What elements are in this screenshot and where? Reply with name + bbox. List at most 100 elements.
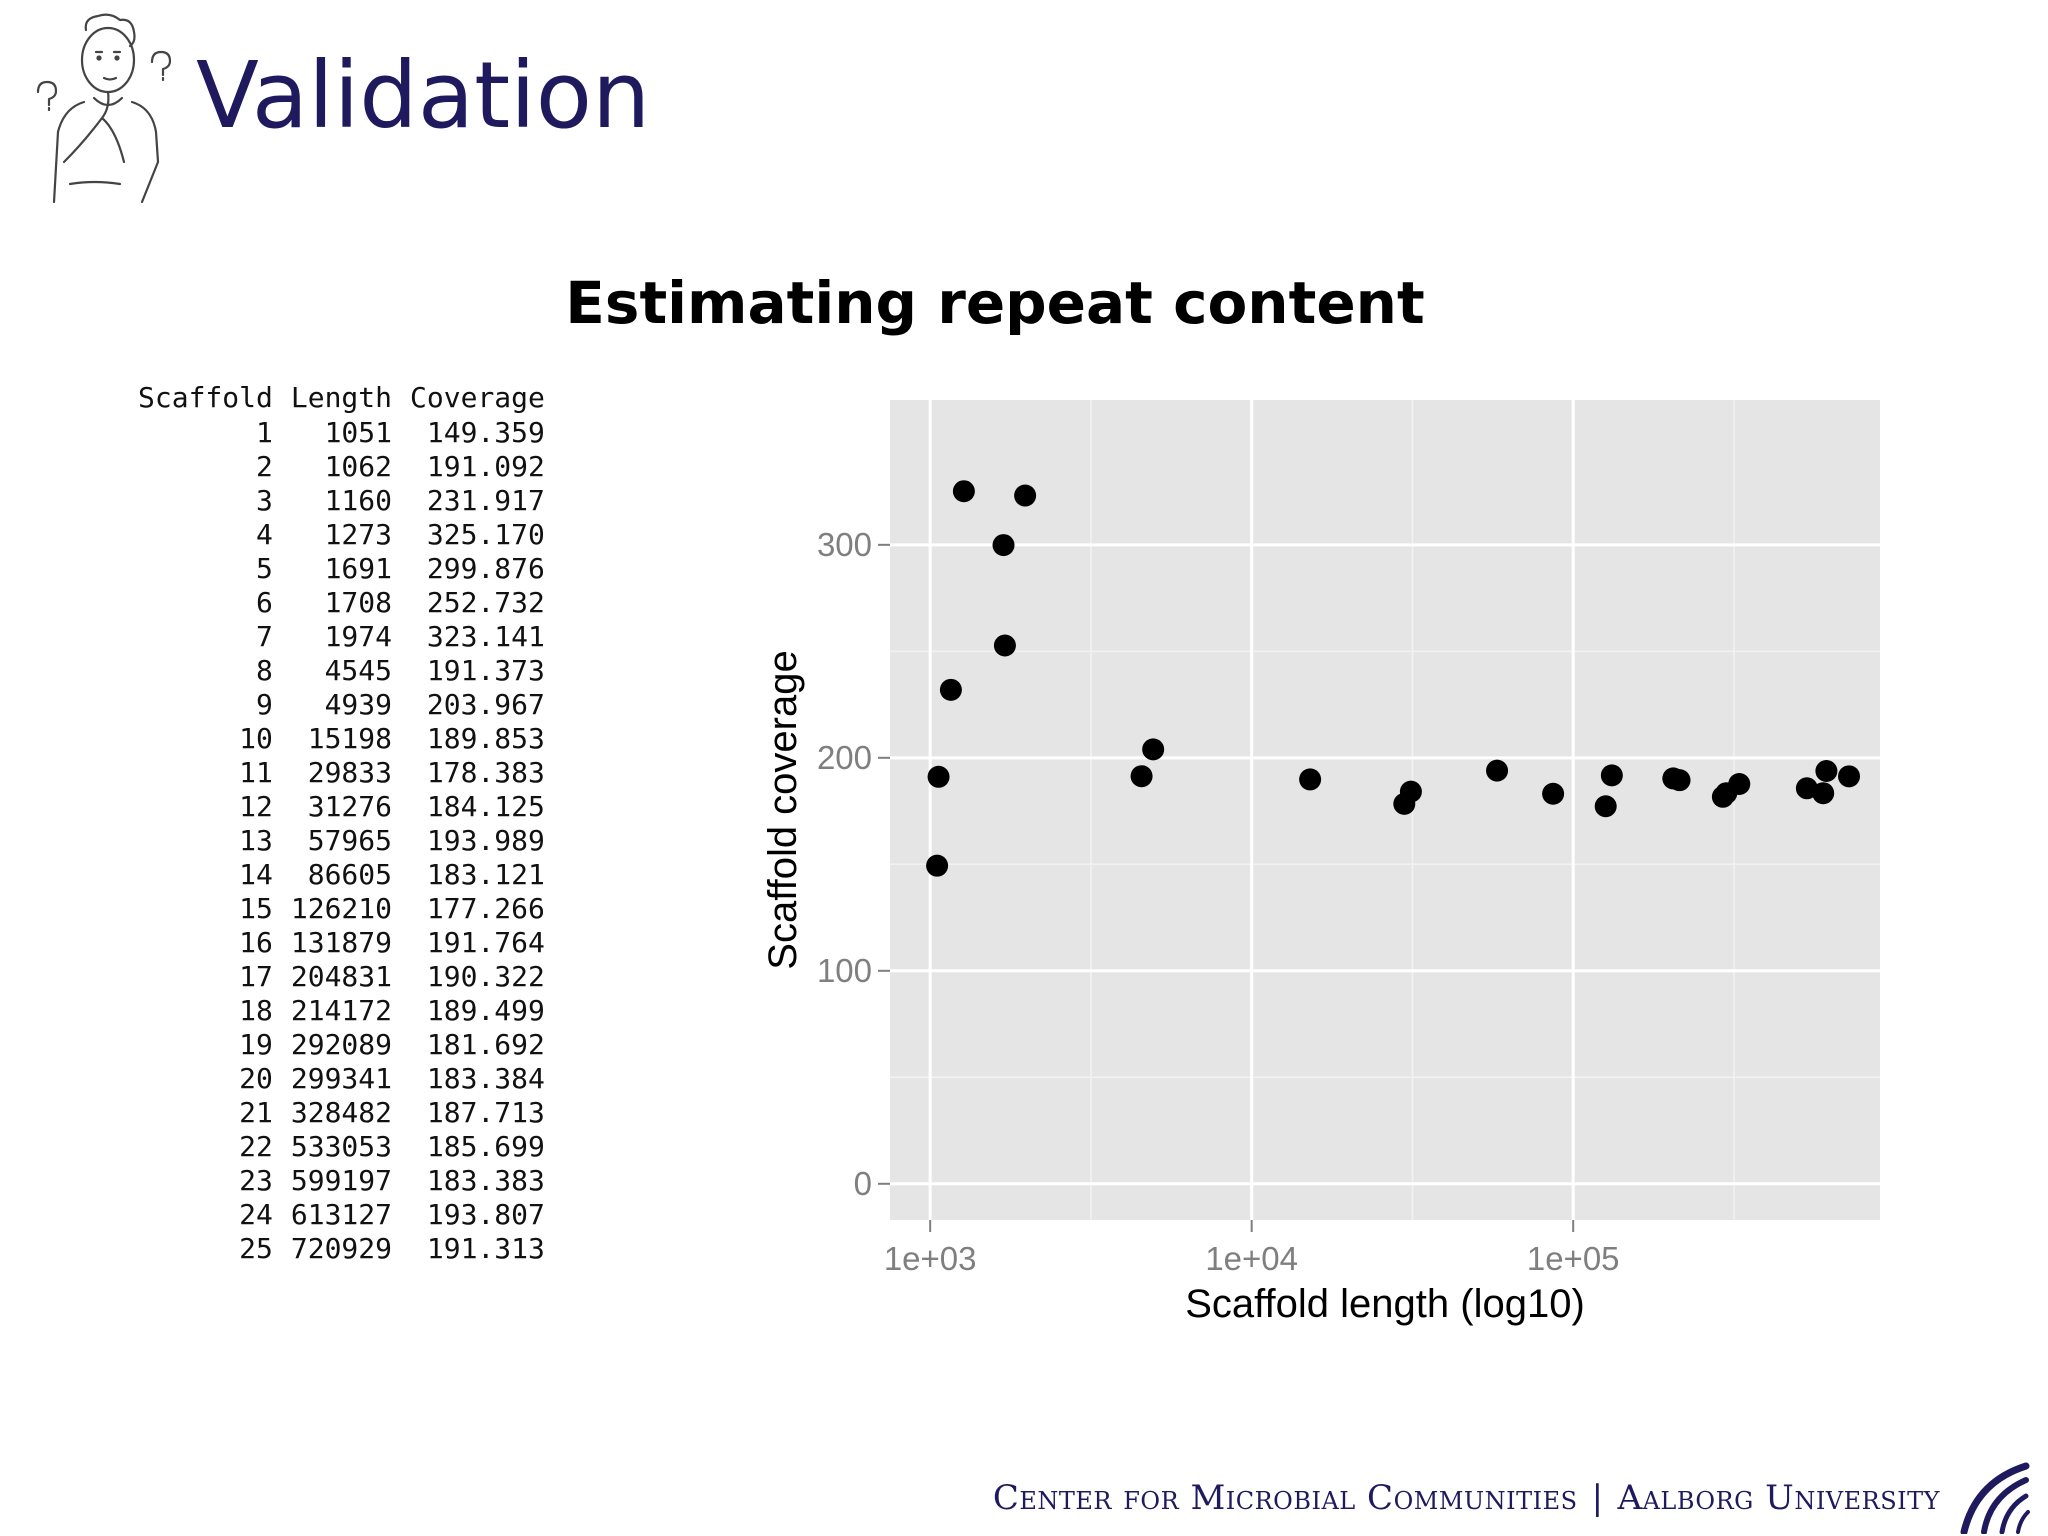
- table-cell-scaffold: 24: [239, 1198, 273, 1231]
- table-cell-coverage: 189.499: [426, 994, 545, 1027]
- table-cell-coverage: 191.092: [426, 450, 545, 483]
- data-point: [939, 678, 962, 701]
- table-cell-coverage: 190.322: [426, 960, 545, 993]
- table-cell-length: 4545: [324, 654, 393, 687]
- data-point: [1600, 764, 1623, 787]
- footer-university-name: Aalborg University: [1617, 1478, 1940, 1518]
- table-cell-length: 1051: [324, 416, 393, 449]
- table-cell-scaffold: 1: [256, 416, 273, 449]
- table-cell-scaffold: 11: [239, 756, 273, 789]
- table-cell-scaffold: 8: [256, 654, 273, 687]
- table-row: 16 131879 191.764: [120, 926, 545, 960]
- table-cell-length: 204831: [290, 960, 393, 993]
- table-cell-coverage: 325.170: [426, 518, 545, 551]
- table-cell-length: 720929: [290, 1232, 393, 1265]
- footer-separator: |: [1591, 1478, 1604, 1518]
- table-cell-scaffold: 16: [239, 926, 273, 959]
- table-row: 11 29833 178.383: [120, 756, 545, 790]
- table-row: 23 599197 183.383: [120, 1164, 545, 1198]
- table-cell-scaffold: 10: [239, 722, 273, 755]
- table-row: 24 613127 193.807: [120, 1198, 545, 1232]
- table-cell-scaffold: 6: [256, 586, 273, 619]
- table-cell-length: 4939: [324, 688, 393, 721]
- data-point: [1399, 780, 1422, 803]
- table-cell-scaffold: 7: [256, 620, 273, 653]
- table-cell-scaffold: 17: [239, 960, 273, 993]
- table-row: 19 292089 181.692: [120, 1028, 545, 1062]
- table-cell-coverage: 193.989: [426, 824, 545, 857]
- y-tick-label: 100: [817, 952, 872, 989]
- table-row: 4 1273 325.170: [120, 518, 545, 552]
- table-cell-coverage: 177.266: [426, 892, 545, 925]
- table-cell-length: 599197: [290, 1164, 393, 1197]
- table-row: 20 299341 183.384: [120, 1062, 545, 1096]
- table-cell-length: 15198: [307, 722, 393, 755]
- table-cell-coverage: 183.383: [426, 1164, 545, 1197]
- y-tick-label: 200: [817, 739, 872, 776]
- table-cell-length: 1691: [324, 552, 393, 585]
- table-cell-scaffold: 9: [256, 688, 273, 721]
- table-row: 12 31276 184.125: [120, 790, 545, 824]
- data-point: [927, 765, 950, 788]
- footer-center-name: Center for Microbial Communities: [992, 1478, 1578, 1518]
- table-cell-coverage: 191.764: [426, 926, 545, 959]
- table-row: 18 214172 189.499: [120, 994, 545, 1028]
- table-row: 2 1062 191.092: [120, 450, 545, 484]
- table-row: 13 57965 193.989: [120, 824, 545, 858]
- aalborg-university-logo: [1960, 1462, 2030, 1534]
- data-point: [992, 534, 1015, 557]
- table-cell-length: 533053: [290, 1130, 393, 1163]
- table-row: 6 1708 252.732: [120, 586, 545, 620]
- table-cell-length: 214172: [290, 994, 393, 1027]
- table-row: 22 533053 185.699: [120, 1130, 545, 1164]
- table-cell-coverage: 231.917: [426, 484, 545, 517]
- column-header-scaffold: Scaffold: [138, 381, 273, 414]
- table-cell-length: 1273: [324, 518, 393, 551]
- table-row: 3 1160 231.917: [120, 484, 545, 518]
- table-cell-scaffold: 5: [256, 552, 273, 585]
- table-cell-coverage: 178.383: [426, 756, 545, 789]
- table-cell-length: 29833: [307, 756, 393, 789]
- table-cell-scaffold: 20: [239, 1062, 273, 1095]
- data-point: [1299, 768, 1322, 791]
- table-cell-scaffold: 23: [239, 1164, 273, 1197]
- table-cell-scaffold: 22: [239, 1130, 273, 1163]
- data-point: [993, 634, 1016, 657]
- table-cell-coverage: 189.853: [426, 722, 545, 755]
- table-cell-scaffold: 12: [239, 790, 273, 823]
- table-cell-length: 57965: [307, 824, 393, 857]
- data-point: [1542, 782, 1565, 805]
- x-tick-label: 1e+03: [884, 1240, 977, 1277]
- table-cell-coverage: 193.807: [426, 1198, 545, 1231]
- plot-panel: [890, 400, 1880, 1220]
- data-point: [1812, 782, 1835, 805]
- table-cell-length: 1708: [324, 586, 393, 619]
- footer: Center for Microbial Communities | Aalborg…: [993, 1478, 1940, 1518]
- table-cell-scaffold: 14: [239, 858, 273, 891]
- table-row: 21 328482 187.713: [120, 1096, 545, 1130]
- table-cell-scaffold: 19: [239, 1028, 273, 1061]
- data-point: [1668, 769, 1691, 792]
- table-cell-coverage: 184.125: [426, 790, 545, 823]
- table-cell-coverage: 252.732: [426, 586, 545, 619]
- table-cell-coverage: 185.699: [426, 1130, 545, 1163]
- table-cell-scaffold: 25: [239, 1232, 273, 1265]
- table-row: 14 86605 183.121: [120, 858, 545, 892]
- data-point: [1728, 772, 1751, 795]
- data-point: [1594, 795, 1617, 818]
- slide-title: Validation: [196, 42, 651, 149]
- table-cell-scaffold: 15: [239, 892, 273, 925]
- table-cell-coverage: 181.692: [426, 1028, 545, 1061]
- data-point: [1142, 738, 1165, 761]
- table-cell-coverage: 299.876: [426, 552, 545, 585]
- table-cell-length: 126210: [290, 892, 393, 925]
- table-cell-coverage: 191.373: [426, 654, 545, 687]
- table-cell-scaffold: 13: [239, 824, 273, 857]
- data-point: [952, 480, 975, 503]
- column-header-coverage: Coverage: [410, 381, 545, 414]
- y-tick-label: 300: [817, 526, 872, 563]
- table-cell-coverage: 183.121: [426, 858, 545, 891]
- table-row: 8 4545 191.373: [120, 654, 545, 688]
- table-row: 17 204831 190.322: [120, 960, 545, 994]
- table-row: 10 15198 189.853: [120, 722, 545, 756]
